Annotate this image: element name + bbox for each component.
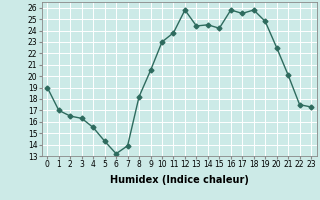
X-axis label: Humidex (Indice chaleur): Humidex (Indice chaleur) <box>110 175 249 185</box>
